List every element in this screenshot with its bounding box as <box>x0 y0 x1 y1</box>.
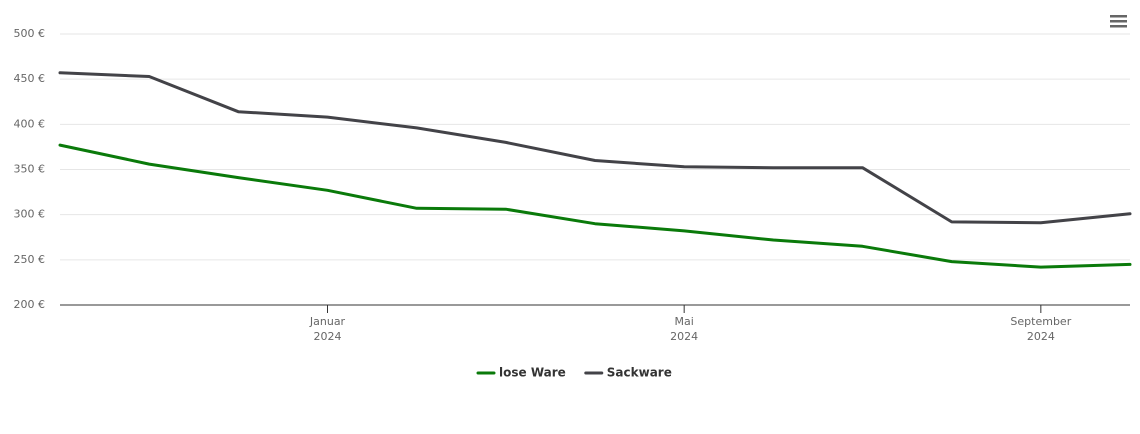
legend-label: lose Ware <box>499 366 566 380</box>
legend-label: Sackware <box>607 366 672 380</box>
x-tick-label: 2024 <box>314 330 342 343</box>
series-line <box>58 71 1132 225</box>
y-tick-label: 300 € <box>14 208 46 221</box>
y-tick-label: 350 € <box>14 163 46 176</box>
x-tick-label: 2024 <box>1027 330 1055 343</box>
series-line <box>58 143 1132 269</box>
menu-bar <box>1110 25 1127 28</box>
y-tick-label: 200 € <box>14 298 46 311</box>
y-tick-label: 250 € <box>14 253 46 266</box>
x-tick-label: 2024 <box>670 330 698 343</box>
y-tick-label: 500 € <box>14 27 46 40</box>
x-tick-label: Mai <box>675 315 694 328</box>
menu-button[interactable] <box>1106 12 1130 32</box>
y-tick-label: 400 € <box>14 117 46 130</box>
x-tick-label: September <box>1010 315 1071 328</box>
x-tick-label: Januar <box>309 315 346 328</box>
menu-bar <box>1110 20 1127 23</box>
legend-item[interactable]: lose Ware <box>476 366 566 380</box>
legend-item[interactable]: Sackware <box>584 366 672 380</box>
legend: lose Ware Sackware <box>476 366 672 380</box>
menu-bar <box>1110 15 1127 18</box>
y-tick-label: 450 € <box>14 72 46 85</box>
